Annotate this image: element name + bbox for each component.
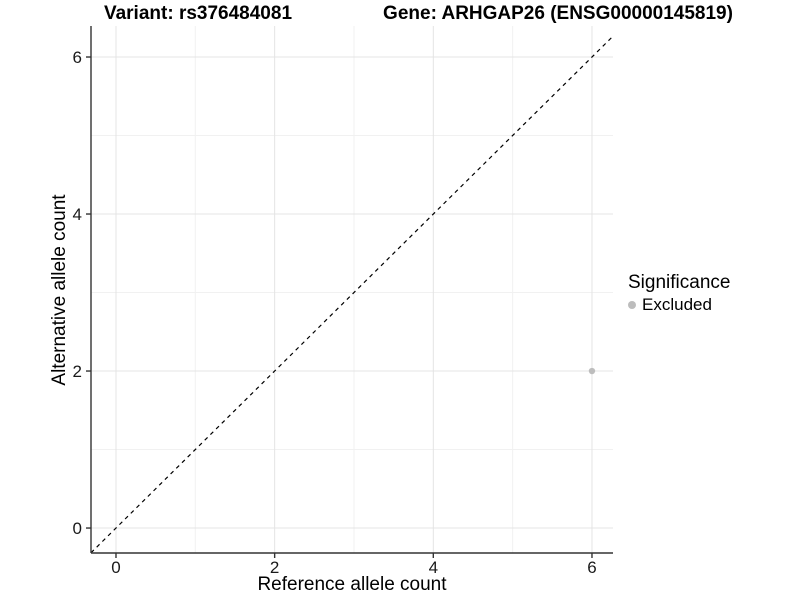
y-tick-label: 2 [73, 362, 82, 381]
data-point [588, 367, 596, 375]
x-tick-label: 4 [429, 558, 438, 577]
legend-item-label: Excluded [642, 295, 712, 314]
y-tick-label: 4 [73, 205, 82, 224]
plot-title-gene: Gene: ARHGAP26 (ENSG00000145819) [383, 3, 733, 24]
plot-title-variant: Variant: rs376484081 [103, 3, 293, 24]
y-tick-label: 0 [73, 519, 82, 538]
x-tick-label: 6 [587, 558, 596, 577]
legend-title: Significance [628, 272, 731, 293]
identity-line [90, 35, 614, 554]
legend-items: Excluded [628, 294, 730, 315]
x-tick-label: 2 [270, 558, 279, 577]
x-axis-title: Reference allele count [257, 574, 447, 595]
y-tick-label: 6 [73, 48, 82, 67]
y-axis-title: Alternative allele count [49, 194, 70, 386]
x-tick-label: 0 [111, 558, 120, 577]
legend-key-dot-icon [628, 300, 636, 309]
legend: Significance Excluded [628, 271, 730, 315]
legend-item: Excluded [628, 294, 730, 315]
